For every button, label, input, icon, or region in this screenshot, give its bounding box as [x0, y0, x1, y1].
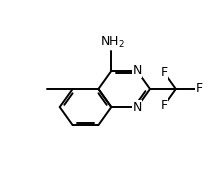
Text: F: F [195, 82, 203, 96]
Text: NH$_2$: NH$_2$ [100, 35, 125, 50]
Text: F: F [161, 99, 168, 112]
Text: N: N [132, 101, 142, 114]
Text: F: F [161, 66, 168, 79]
Text: N: N [132, 64, 142, 77]
